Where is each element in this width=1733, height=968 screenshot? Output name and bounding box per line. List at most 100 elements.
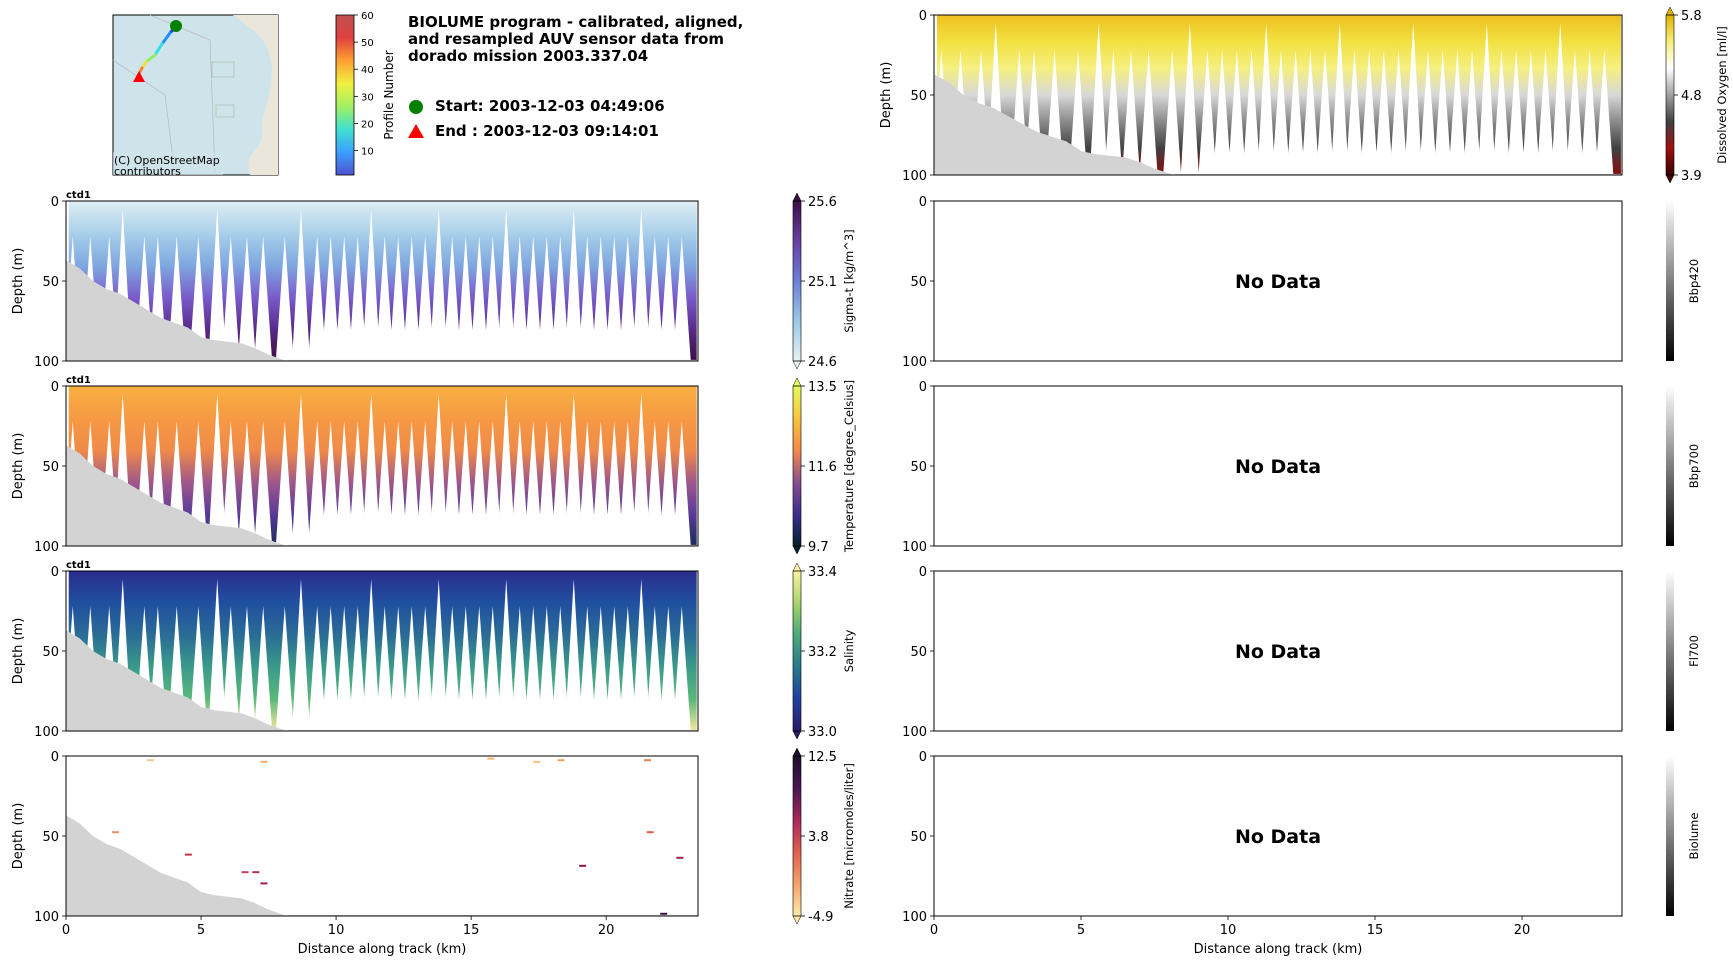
- profile-gap: [1301, 50, 1320, 175]
- profile-gap: [237, 606, 256, 731]
- colorbar-label: Fl700: [1687, 635, 1701, 667]
- profile-gap: [470, 236, 489, 361]
- profile-gap: [416, 421, 435, 546]
- profile-gap: [578, 606, 597, 731]
- profile-gap: [237, 421, 256, 546]
- profile-gap: [208, 394, 227, 546]
- colorbar-extend-min: [792, 730, 802, 740]
- colorbar-nitrate: -4.9 3.8 12.5 Nitrate [micromoles/liter]: [792, 747, 856, 925]
- legend-start-icon: [409, 100, 423, 114]
- x-tick-label: 5: [197, 923, 205, 938]
- profile-gap: [497, 209, 516, 361]
- profile-tick-label: 40: [361, 65, 374, 76]
- y-tick-label: 100: [34, 725, 59, 740]
- profile-gap: [537, 236, 556, 361]
- colorbar-tick-label: 13.5: [808, 380, 837, 395]
- y-tick-label: 100: [902, 540, 927, 555]
- profile-gap: [1139, 50, 1158, 175]
- profile-gap: [1198, 50, 1217, 175]
- profile-gap: [1551, 23, 1570, 175]
- colorbar-extend-max: [792, 562, 802, 572]
- profile-gap: [618, 606, 637, 731]
- colorbar-bar: [1666, 15, 1674, 175]
- profile-gap: [510, 606, 529, 731]
- y-tick-label: 0: [919, 9, 927, 24]
- colorbar-tick-label: 3.9: [1681, 169, 1702, 184]
- nitrate-mark: [252, 871, 260, 874]
- profile-gap: [1507, 50, 1526, 175]
- profile-tick-label: 30: [361, 92, 374, 103]
- colorbar-tick-label: 33.4: [808, 565, 837, 580]
- profile-gap: [564, 394, 583, 546]
- profile-gap: [659, 236, 678, 361]
- colorbar-bar: [1666, 756, 1674, 916]
- colorbar-tick-label: 4.8: [1681, 89, 1702, 104]
- profile-gap: [591, 236, 610, 361]
- profile-tick-label: 50: [361, 38, 374, 49]
- colorbar-tick-label: 25.6: [808, 195, 837, 210]
- y-tick-label: 100: [902, 910, 927, 925]
- profile-gap: [308, 421, 327, 546]
- track-segment: [138, 66, 144, 74]
- profile-gap: [483, 421, 502, 546]
- profile-tick-label: 10: [361, 147, 374, 158]
- profile-gap: [321, 606, 340, 731]
- nitrate-mark: [487, 757, 495, 760]
- no-data-label: No Data: [1235, 271, 1321, 293]
- colorbar-extend-min: [1665, 174, 1675, 184]
- profile-gap: [645, 236, 664, 361]
- colorbar-extend-min: [792, 915, 802, 925]
- nitrate-mark: [579, 864, 587, 867]
- colorbar-extend-max: [792, 192, 802, 202]
- profile-gap: [1595, 50, 1614, 175]
- colorbar-salinity: 33.0 33.2 33.4 Salinity: [792, 562, 856, 740]
- profile-gap: [1448, 50, 1467, 175]
- y-tick-label: 100: [902, 725, 927, 740]
- profile-gap: [510, 236, 529, 361]
- profile-gap: [275, 421, 294, 546]
- y-tick-label: 50: [42, 275, 59, 290]
- nitrate-mark: [643, 759, 651, 762]
- colorbar-extend-max: [792, 377, 802, 387]
- profile-gap: [659, 421, 678, 546]
- profile-gap: [672, 606, 691, 731]
- profile-gap: [1477, 23, 1496, 175]
- panel-dissolved-oxygen: 0 50 100 Depth (m) 3.9 4.8 5.8 Dissolved Oxygen…: [879, 6, 1729, 184]
- nitrate-mark: [184, 853, 192, 856]
- nitrate-mark: [533, 760, 541, 763]
- panel-tag: ctd1: [66, 375, 91, 386]
- map-boundary-line: [112, 59, 176, 176]
- profile-gap: [348, 606, 367, 731]
- x-tick-label: 20: [598, 923, 615, 938]
- profile-gap: [348, 236, 367, 361]
- profile-gap: [632, 579, 651, 731]
- profile-gap: [497, 579, 516, 731]
- profile-gap: [591, 606, 610, 731]
- colorbar-tick-label: 24.6: [808, 355, 837, 370]
- profile-tick-label: 20: [361, 119, 374, 130]
- profile-gap: [308, 236, 327, 361]
- profile-gap: [443, 606, 462, 731]
- profile-gap: [564, 209, 583, 361]
- plot-area: [66, 757, 698, 916]
- profile-gap: [1180, 23, 1199, 175]
- panel-nitrate: 0 50 100 Depth (m) 0 5 10 15 20 Distance along tr…: [11, 747, 856, 957]
- seafloor-line: [287, 359, 698, 361]
- profile-gap: [375, 421, 394, 546]
- x-tick-label: 10: [1220, 923, 1237, 938]
- profile-gap: [429, 579, 448, 731]
- title-block: BIOLUME program - calibrated, aligned, a…: [408, 13, 743, 140]
- y-tick-label: 50: [910, 460, 927, 475]
- panel-bbp420: No Data 0 50 100 Bbp420: [902, 195, 1701, 370]
- colorbar-bar: [1666, 386, 1674, 546]
- nitrate-mark: [660, 912, 668, 915]
- profile-gap: [1565, 50, 1584, 175]
- y-axis-label: Depth (m): [11, 618, 26, 685]
- track-map: (C) OpenStreetMap contributors: [112, 14, 279, 178]
- y-tick-label: 50: [910, 89, 927, 104]
- colorbar-bbp420: Bbp420: [1666, 201, 1701, 361]
- profile-gap: [335, 421, 354, 546]
- bathymetry: [66, 260, 698, 361]
